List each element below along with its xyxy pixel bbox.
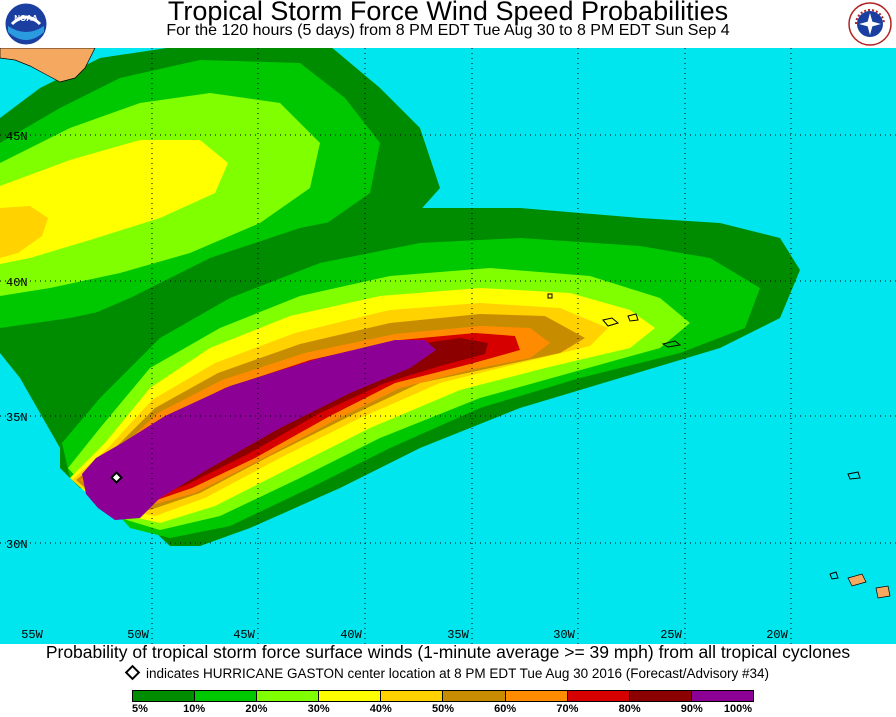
legend-swatch [629, 691, 692, 701]
lon-label-20w: 20W [766, 628, 788, 642]
madeira-island [847, 471, 861, 480]
contour-30pct-north [0, 140, 228, 264]
legend-label: 100% [723, 703, 753, 715]
diamond-marker-icon [124, 664, 141, 681]
legend-label: 90% [680, 703, 703, 715]
probability-legend [132, 690, 754, 702]
azores-island-1 [602, 317, 620, 327]
nws-logo [848, 2, 892, 46]
legend-swatch [195, 691, 258, 701]
lat-label-35n: 35N [6, 411, 28, 425]
canary-island-3 [875, 585, 891, 599]
lon-label-35w: 35W [447, 628, 469, 642]
lon-label-50w: 50W [127, 628, 149, 642]
probability-legend-labels: 5% 10% 20% 30% 40% 50% 60% 70% 80% 90% 100% [0, 703, 896, 717]
storm-center-marker [110, 471, 123, 484]
storm-center-note-text: indicates HURRICANE GASTON center locati… [145, 666, 770, 681]
legend-label: 70% [556, 703, 579, 715]
lon-label-55w: 55W [21, 628, 43, 642]
probability-caption: Probability of tropical storm force surf… [45, 642, 851, 662]
noaa-logo: NOAA [4, 2, 48, 46]
lon-label-30w: 30W [553, 628, 575, 642]
legend-swatch [567, 691, 630, 701]
legend-swatch [691, 691, 753, 701]
probability-map: 45N 40N 35N 30N 55W 50W 45W 40W 35W 30W … [0, 48, 896, 644]
map-title: Tropical Storm Force Wind Speed Probabil… [167, 0, 729, 26]
contour-40pct-north [0, 206, 48, 258]
lon-label-40w: 40W [340, 628, 362, 642]
legend-swatch [381, 691, 444, 701]
noaa-logo-text: NOAA [14, 14, 38, 23]
canary-island-2 [847, 573, 867, 587]
legend-swatch [443, 691, 506, 701]
lon-label-45w: 45W [233, 628, 255, 642]
azores-island-4 [547, 293, 553, 299]
contour-90pct-track [82, 340, 436, 520]
canary-island-1 [829, 571, 839, 580]
legend-label: 40% [369, 703, 392, 715]
legend-label: 60% [494, 703, 517, 715]
legend-label: 10% [183, 703, 206, 715]
legend-label: 20% [245, 703, 268, 715]
lat-label-45n: 45N [6, 130, 28, 144]
legend-label: 80% [618, 703, 641, 715]
probability-map-svg: 45N 40N 35N 30N 55W 50W 45W 40W 35W 30W … [0, 48, 896, 644]
azores-island-3 [661, 340, 682, 348]
lat-label-40n: 40N [6, 276, 28, 290]
legend-swatch [505, 691, 568, 701]
legend-swatch [133, 691, 196, 701]
legend-label: 30% [307, 703, 330, 715]
lat-label-30n: 30N [6, 538, 28, 552]
storm-center-note: indicates HURRICANE GASTON center locati… [0, 664, 896, 681]
legend-swatch [257, 691, 320, 701]
legend-label: 5% [132, 703, 148, 715]
newfoundland-landmass [0, 48, 96, 83]
lon-label-25w: 25W [660, 628, 682, 642]
legend-label: 50% [431, 703, 455, 715]
legend-swatch [319, 691, 382, 701]
map-subtitle: For the 120 hours (5 days) from 8 PM EDT… [166, 22, 730, 39]
azores-island-2 [627, 313, 639, 322]
